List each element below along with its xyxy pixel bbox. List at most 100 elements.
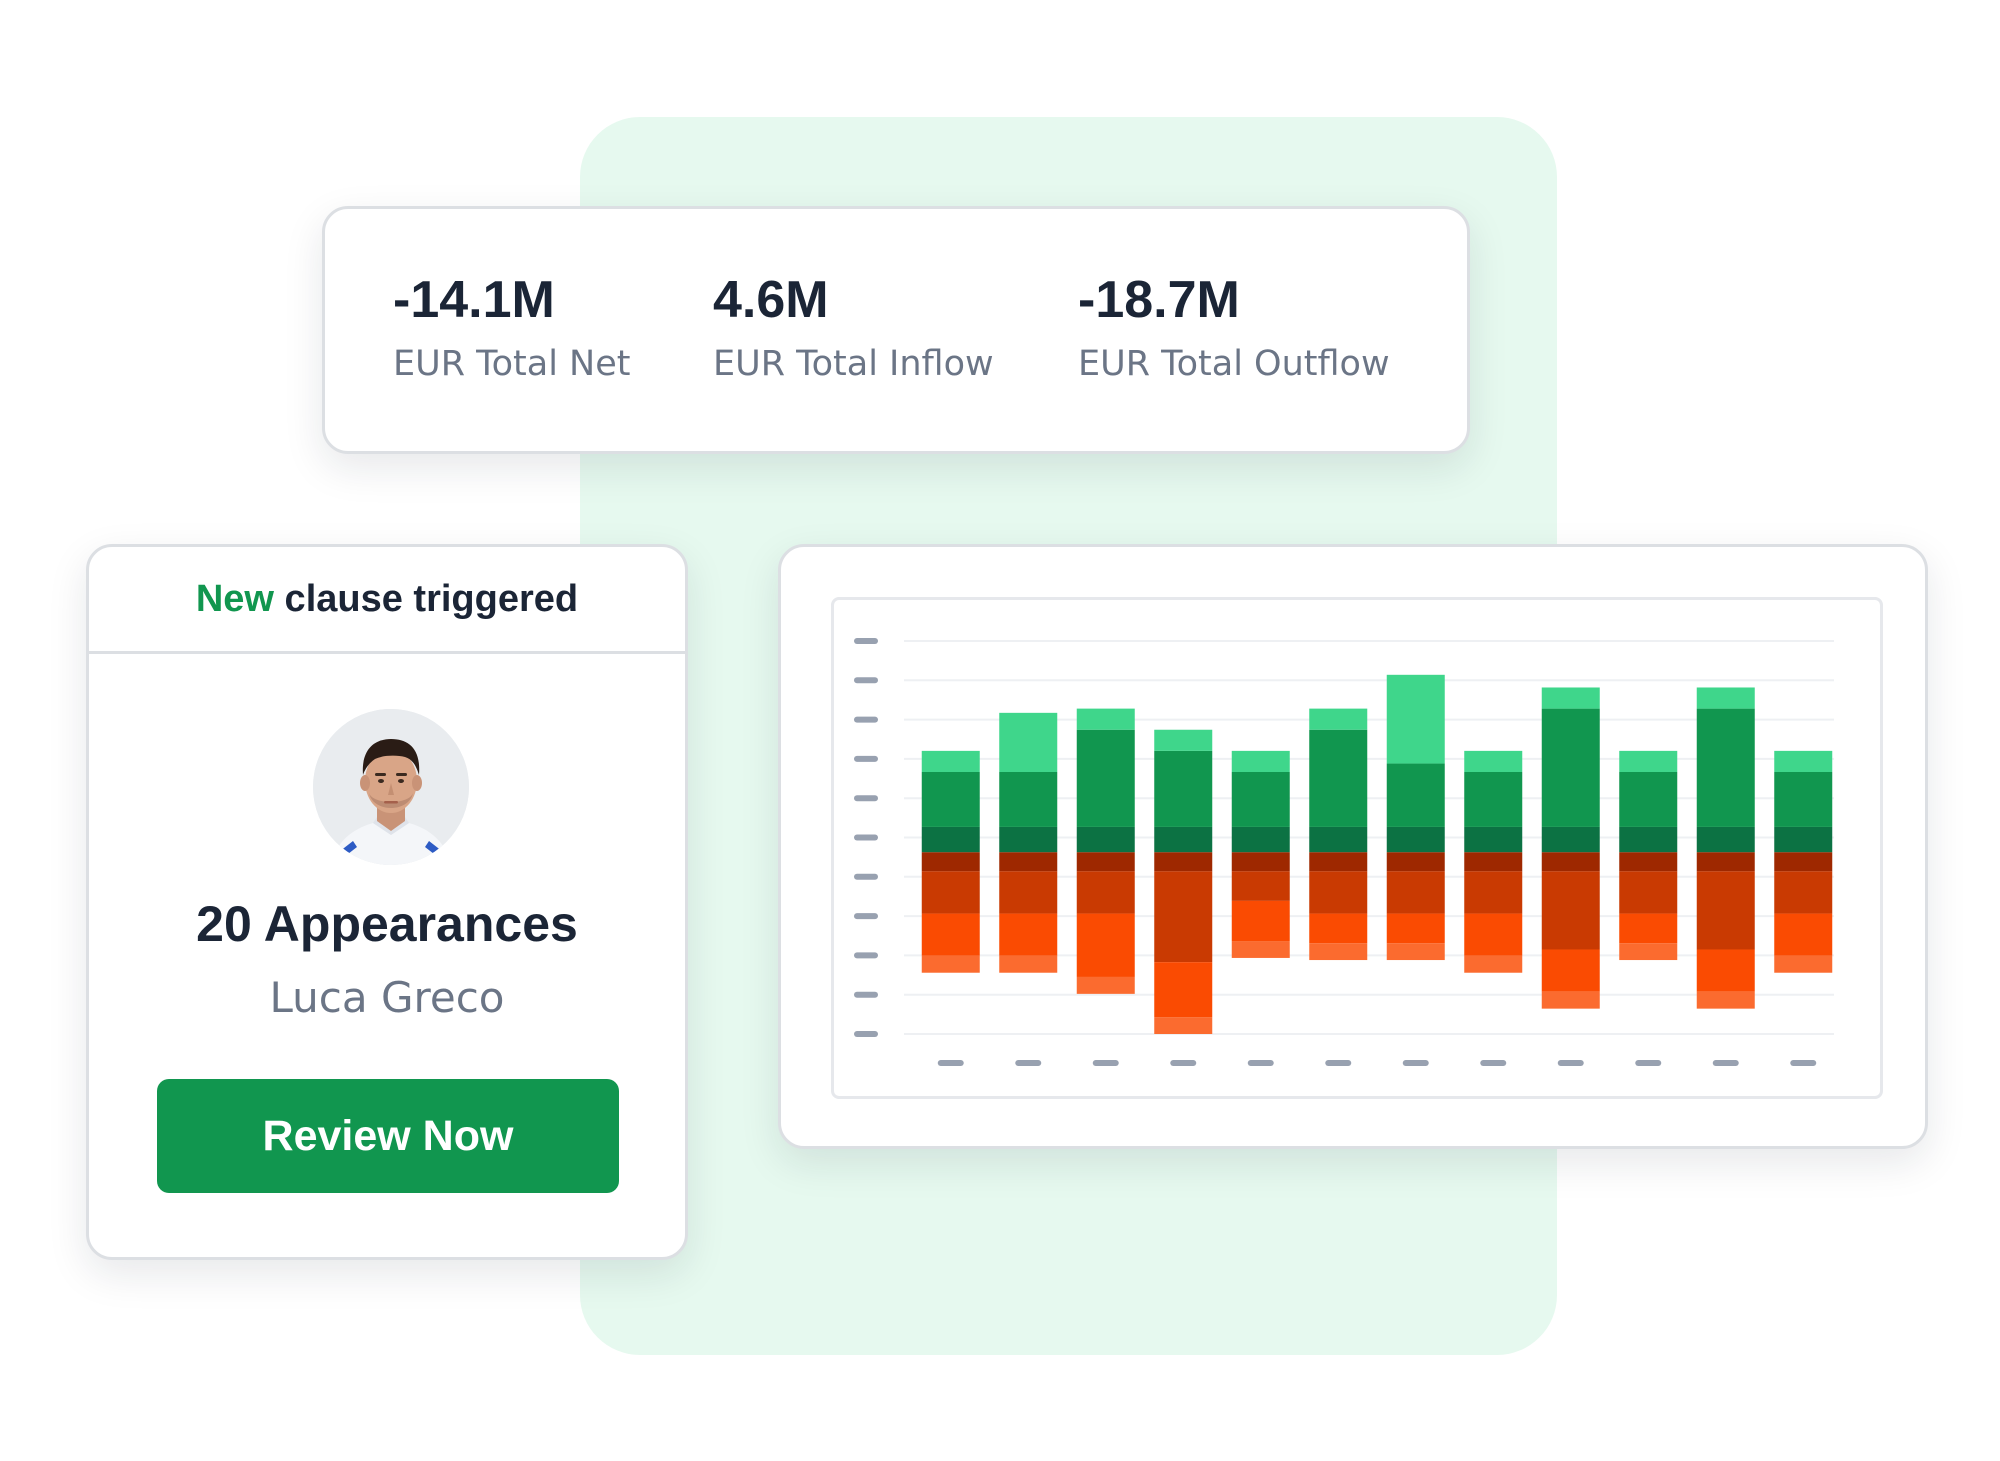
bar-segment-inflow [1541, 708, 1600, 827]
appearances-count: 20 Appearances [196, 896, 578, 952]
bar-segment-outflow [1774, 871, 1833, 914]
bar-segment-inflow [1386, 674, 1445, 764]
bar-segment-inflow [1464, 826, 1523, 853]
bar-segment-outflow [1076, 976, 1135, 994]
bar-segment-outflow [1231, 941, 1290, 958]
bar-segment-outflow [1309, 871, 1368, 914]
bar-segment-inflow [1154, 729, 1213, 751]
bar-segment-outflow [1619, 943, 1678, 961]
bar-segment-outflow [1386, 913, 1445, 944]
bar-segment-inflow [1464, 772, 1523, 827]
avatar [313, 709, 469, 865]
bar-segment-inflow [1309, 708, 1368, 730]
bar-segment-inflow [1231, 772, 1290, 827]
bar-segment-outflow [1774, 852, 1833, 872]
bar-segment-inflow [1076, 729, 1135, 827]
totals-card: -14.1M EUR Total Net 4.6M EUR Total Infl… [322, 206, 1470, 454]
x-tick-label [1015, 1060, 1042, 1066]
bar-segment-outflow [999, 852, 1058, 872]
stat-total-inflow-value: 4.6M [713, 271, 829, 329]
y-tick-label [854, 913, 878, 920]
x-tick-label [1092, 1060, 1119, 1066]
bar-segment-inflow [1154, 826, 1213, 853]
clause-card-header: New clause triggered [89, 547, 685, 654]
bar-segment-outflow [1309, 913, 1368, 944]
review-now-button[interactable]: Review Now [157, 1079, 619, 1193]
bar-segment-outflow [1464, 871, 1523, 914]
clause-header-text: clause triggered [274, 578, 579, 620]
bar-segment-outflow [1076, 852, 1135, 872]
bar-segment-outflow [999, 871, 1058, 914]
bar-segment-inflow [921, 772, 980, 827]
bar-segment-outflow [1309, 943, 1368, 961]
bar-segment-outflow [1619, 871, 1678, 914]
x-tick-label [1712, 1060, 1739, 1066]
player-name: Luca Greco [269, 973, 505, 1022]
bar-segment-outflow [1154, 962, 1213, 1018]
bar-segment-inflow [1231, 750, 1290, 772]
x-tick-label [1790, 1060, 1817, 1066]
bar-segment-outflow [999, 955, 1058, 973]
bar-segment-inflow [1696, 687, 1755, 709]
bar-segment-outflow [1541, 991, 1600, 1009]
bar-segment-inflow [1386, 826, 1445, 853]
bar-segment-inflow [1464, 750, 1523, 772]
player-portrait-icon [313, 709, 469, 865]
y-tick-label [854, 873, 878, 880]
bar-segment-inflow [1386, 763, 1445, 827]
bar-segment-outflow [921, 955, 980, 973]
chart-card [778, 544, 1928, 1149]
bar-segment-inflow [1774, 826, 1833, 853]
bar-segment-outflow [1231, 852, 1290, 872]
x-tick-label [1247, 1060, 1274, 1066]
stat-total-inflow: 4.6M EUR Total Inflow [713, 269, 994, 387]
bar-segment-outflow [1696, 991, 1755, 1009]
bar-segment-inflow [1076, 708, 1135, 730]
bar-segment-inflow [1076, 826, 1135, 853]
bar-segment-outflow [1464, 913, 1523, 956]
bar-segment-outflow [1231, 871, 1290, 901]
bar-segment-inflow [1541, 826, 1600, 853]
bar-segment-inflow [1619, 826, 1678, 853]
bar-segment-outflow [1619, 913, 1678, 944]
bar-segment-inflow [999, 772, 1058, 827]
clause-new-label: New [195, 578, 274, 620]
bar-segment-outflow [1696, 852, 1755, 872]
bar-segment-outflow [1464, 955, 1523, 973]
x-tick-label [1635, 1060, 1662, 1066]
bar-segment-inflow [1619, 750, 1678, 772]
bar-segment-outflow [1541, 949, 1600, 992]
x-tick-label [1402, 1060, 1429, 1066]
bar-segment-inflow [1696, 826, 1755, 853]
bar-segment-inflow [999, 712, 1058, 772]
chart-panel [831, 597, 1883, 1099]
bar-segment-inflow [921, 750, 980, 772]
bar-segment-outflow [1541, 871, 1600, 950]
x-tick-label [1480, 1060, 1507, 1066]
bar-segment-outflow [1696, 871, 1755, 950]
stat-total-outflow: -18.7M EUR Total Outflow [1078, 269, 1390, 387]
bar-segment-inflow [1309, 826, 1368, 853]
stat-total-outflow-value: -18.7M [1078, 271, 1240, 329]
bar-segment-outflow [1541, 852, 1600, 872]
y-tick-label [854, 755, 878, 762]
y-tick-label [854, 834, 878, 841]
stat-total-net: -14.1M EUR Total Net [393, 269, 630, 387]
bar-segment-inflow [1696, 708, 1755, 827]
stat-total-outflow-label: EUR Total Outflow [1078, 344, 1390, 384]
bar-segment-outflow [1231, 900, 1290, 942]
stat-total-inflow-label: EUR Total Inflow [713, 344, 994, 384]
bar-segment-outflow [1076, 871, 1135, 914]
bar-segment-outflow [921, 913, 980, 956]
bar-segment-outflow [1154, 871, 1213, 963]
y-tick-label [854, 677, 878, 684]
bar-segment-inflow [999, 826, 1058, 853]
bar-segment-outflow [1386, 871, 1445, 914]
cashflow-bar-chart [854, 638, 1834, 1066]
bar-segment-outflow [1309, 852, 1368, 872]
clause-card: New clause triggered [86, 544, 688, 1260]
bar-segment-outflow [921, 852, 980, 872]
bar-segment-inflow [1309, 729, 1368, 827]
bar-segment-inflow [1541, 687, 1600, 709]
